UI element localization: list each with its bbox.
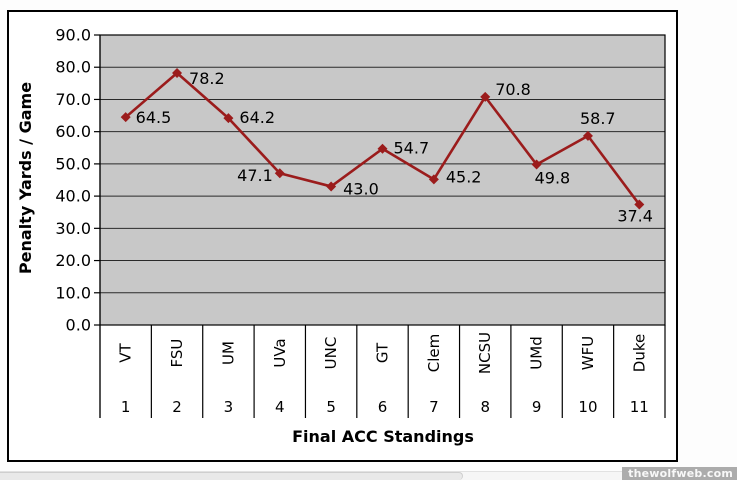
data-point-label: 70.8: [495, 80, 531, 99]
category-number: 5: [326, 398, 336, 416]
data-point-marker: [634, 199, 645, 210]
data-point-label: 54.7: [394, 139, 430, 158]
category-number: 6: [378, 398, 388, 416]
category-number: 2: [172, 398, 182, 416]
y-tick-label: 50.0: [55, 154, 91, 173]
x-axis-title: Final ACC Standings: [292, 427, 474, 446]
category-number: 7: [429, 398, 439, 416]
data-point-marker: [326, 181, 337, 192]
data-point-label: 64.2: [239, 108, 275, 127]
data-point-label: 58.7: [580, 109, 616, 128]
category-label: UM: [219, 341, 237, 365]
category-label: NCSU: [476, 332, 494, 374]
data-point-marker: [531, 159, 542, 170]
category-label: VT: [117, 342, 135, 362]
y-tick-label: 40.0: [55, 187, 91, 206]
plot-area: [100, 35, 665, 325]
category-label: Duke: [630, 334, 648, 372]
category-label: Clem: [425, 334, 443, 372]
data-point-marker: [377, 143, 388, 154]
y-tick-label: 20.0: [55, 251, 91, 270]
y-tick-label: 80.0: [55, 58, 91, 77]
data-point-marker: [274, 168, 285, 179]
y-axis-title: Penalty Yards / Game: [16, 82, 35, 274]
watermark: thewolfweb.com: [622, 467, 737, 480]
bottom-scroll-bar: [0, 472, 463, 480]
data-point-marker: [120, 112, 131, 123]
category-label: WFU: [579, 336, 597, 370]
y-tick-label: 30.0: [55, 219, 91, 238]
category-label: UMd: [528, 336, 546, 369]
data-point-marker: [172, 68, 183, 79]
category-label: FSU: [168, 339, 186, 368]
data-point-marker: [480, 91, 491, 102]
category-label: GT: [374, 342, 392, 363]
category-number: 8: [480, 398, 490, 416]
y-tick-label: 60.0: [55, 122, 91, 141]
category-label: UVa: [271, 338, 289, 367]
data-point-label: 49.8: [535, 169, 571, 188]
category-number: 11: [630, 398, 649, 416]
data-point-label: 45.2: [446, 167, 482, 186]
data-point-label: 64.5: [136, 108, 172, 127]
category-number: 10: [578, 398, 597, 416]
data-point-marker: [223, 113, 234, 124]
category-number: 3: [224, 398, 234, 416]
y-tick-label: 0.0: [66, 316, 91, 335]
category-number: 4: [275, 398, 285, 416]
data-point-label: 37.4: [617, 206, 653, 225]
category-label: UNC: [322, 337, 340, 370]
data-point-marker: [428, 174, 439, 185]
data-point-label: 43.0: [343, 179, 379, 198]
data-point-marker: [582, 130, 593, 141]
y-tick-label: 10.0: [55, 283, 91, 302]
y-tick-label: 70.0: [55, 90, 91, 109]
data-point-label: 47.1: [237, 166, 273, 185]
category-number: 9: [532, 398, 542, 416]
data-point-label: 78.2: [189, 69, 225, 88]
y-tick-label: 90.0: [55, 26, 91, 45]
category-number: 1: [121, 398, 131, 416]
